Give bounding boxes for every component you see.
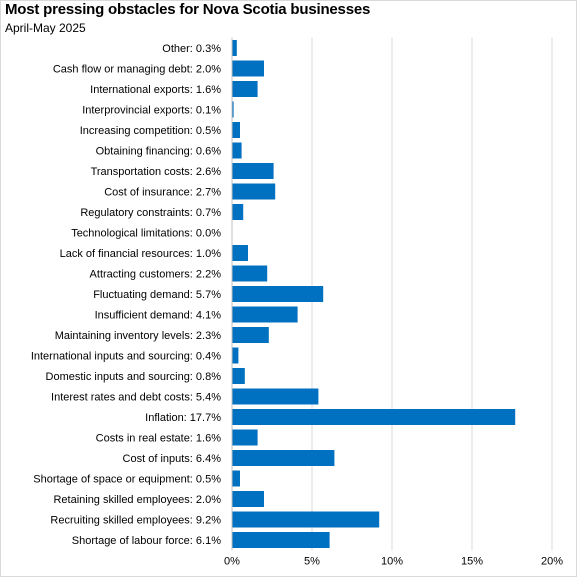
bar: [232, 429, 258, 446]
x-tick-label: 5%: [304, 555, 320, 567]
bar: [232, 347, 239, 364]
category-label: International inputs and sourcing: 0.4%: [31, 351, 221, 363]
bar: [232, 450, 335, 466]
category-label: Lack of financial resources: 1.0%: [60, 248, 222, 260]
bar: [232, 122, 240, 138]
category-label: Regulatory constraints: 0.7%: [80, 207, 221, 219]
x-tick-label: 15%: [461, 555, 483, 567]
bar: [232, 491, 264, 507]
bar: [232, 101, 234, 118]
bar: [232, 409, 516, 425]
category-label: Retaining skilled employees: 2.0%: [53, 494, 221, 506]
category-label: Obtaining financing: 0.6%: [96, 146, 222, 158]
x-tick-label: 0%: [224, 555, 240, 567]
bar: [232, 532, 330, 548]
bar: [232, 306, 298, 323]
category-label: Domestic inputs and sourcing: 0.8%: [46, 371, 222, 383]
bar: [232, 286, 324, 302]
category-label: Fluctuating demand: 5.7%: [93, 289, 221, 301]
bar: [232, 470, 240, 487]
chart-title: Most pressing obstacles for Nova Scotia …: [5, 1, 371, 18]
category-label: Insufficient demand: 4.1%: [95, 310, 222, 322]
category-label: Cost of insurance: 2.7%: [104, 187, 221, 199]
x-tick-label: 10%: [381, 555, 403, 567]
bar: [232, 265, 268, 282]
bar: [232, 204, 244, 220]
bar: [232, 142, 242, 159]
category-label: Technological limitations: 0.0%: [71, 228, 221, 240]
bar: [232, 327, 269, 343]
bar: [232, 388, 319, 405]
category-label: Transportation costs: 2.6%: [91, 166, 222, 178]
category-label: Attracting customers: 2.2%: [90, 269, 222, 281]
category-label: Inflation: 17.7%: [145, 412, 221, 424]
category-label: Interprovincial exports: 0.1%: [82, 105, 221, 117]
category-label: Cost of inputs: 6.4%: [123, 453, 222, 465]
category-label: Interest rates and debt costs: 5.4%: [51, 392, 221, 404]
category-label: Maintaining inventory levels: 2.3%: [55, 330, 222, 342]
bar: [232, 40, 237, 56]
category-label: Other: 0.3%: [162, 43, 221, 55]
bar: [232, 163, 274, 179]
bar: [232, 511, 380, 528]
bar: [232, 368, 245, 384]
category-label: Increasing competition: 0.5%: [80, 125, 221, 137]
category-label: Shortage of labour force: 6.1%: [72, 535, 221, 547]
chart-subtitle: April-May 2025: [5, 21, 86, 35]
category-label: Costs in real estate: 1.6%: [96, 433, 222, 445]
category-label: Cash flow or managing debt: 2.0%: [53, 64, 221, 76]
category-label: Recruiting skilled employees: 9.2%: [50, 515, 221, 527]
bar: [232, 60, 264, 77]
category-label: Shortage of space or equipment: 0.5%: [33, 474, 221, 486]
bar: [232, 245, 248, 261]
category-label: International exports: 1.6%: [90, 84, 221, 96]
bar: [232, 81, 258, 97]
bar: [232, 183, 276, 200]
x-tick-label: 20%: [541, 555, 563, 567]
